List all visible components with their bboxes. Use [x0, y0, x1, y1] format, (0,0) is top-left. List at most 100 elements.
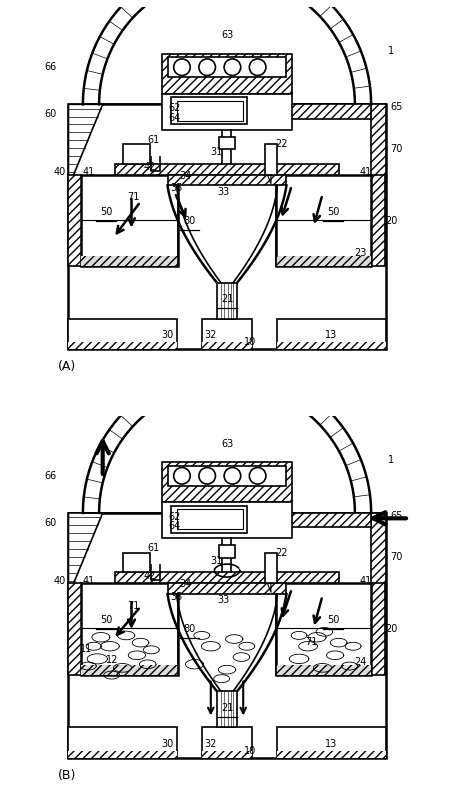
Text: 31: 31 — [210, 147, 222, 157]
Text: 41: 41 — [82, 167, 94, 176]
Bar — [162, 55, 292, 95]
Text: 1: 1 — [388, 47, 394, 56]
Text: 21: 21 — [221, 702, 233, 712]
Bar — [217, 283, 237, 319]
Bar — [177, 102, 243, 121]
Text: 30: 30 — [162, 738, 174, 748]
Bar — [81, 584, 178, 675]
Text: 34: 34 — [179, 170, 192, 180]
Bar — [171, 98, 247, 125]
Bar — [123, 553, 149, 573]
Text: 22: 22 — [275, 547, 287, 557]
Polygon shape — [69, 513, 103, 596]
Text: 61: 61 — [147, 135, 159, 144]
Bar — [371, 513, 385, 596]
Circle shape — [224, 468, 241, 484]
Bar — [81, 665, 178, 675]
Circle shape — [174, 60, 190, 76]
Text: 35: 35 — [170, 591, 183, 601]
Bar — [219, 545, 235, 558]
Text: 60: 60 — [44, 517, 57, 527]
Text: 42: 42 — [143, 162, 156, 172]
Bar — [259, 513, 371, 528]
Text: 61: 61 — [147, 542, 159, 553]
Text: 13: 13 — [326, 330, 338, 340]
Text: 22: 22 — [275, 139, 287, 149]
Bar — [276, 176, 371, 267]
Bar — [202, 727, 252, 758]
Text: 20: 20 — [385, 216, 397, 225]
Text: 30: 30 — [162, 330, 174, 340]
Circle shape — [199, 468, 216, 484]
Bar — [69, 105, 385, 350]
Bar — [277, 342, 385, 350]
Circle shape — [249, 60, 266, 76]
Text: 60: 60 — [44, 109, 57, 119]
Text: 62: 62 — [168, 511, 181, 521]
Text: 10: 10 — [244, 337, 257, 347]
Bar — [277, 727, 385, 758]
Bar — [202, 342, 252, 350]
Text: 21: 21 — [221, 294, 233, 304]
Text: 63: 63 — [221, 30, 233, 40]
Bar — [217, 691, 237, 727]
Text: 10: 10 — [244, 745, 257, 755]
Text: 70: 70 — [390, 552, 403, 561]
Text: 11: 11 — [80, 643, 93, 653]
Text: 23: 23 — [354, 248, 366, 257]
Text: 32: 32 — [205, 738, 217, 748]
Bar — [69, 727, 177, 758]
Bar — [277, 751, 385, 758]
Text: 70: 70 — [390, 144, 403, 153]
Bar — [276, 584, 371, 675]
Text: 41: 41 — [360, 167, 372, 176]
Bar — [276, 257, 371, 267]
Text: 71: 71 — [127, 192, 139, 202]
Text: 50: 50 — [327, 614, 340, 625]
Bar — [168, 59, 286, 78]
Text: 50: 50 — [327, 206, 340, 217]
Text: 40: 40 — [53, 167, 65, 176]
Text: 33: 33 — [217, 187, 230, 196]
Bar — [69, 319, 177, 350]
Bar — [115, 164, 339, 176]
Text: 32: 32 — [205, 330, 217, 340]
Bar — [277, 319, 385, 350]
Text: 62: 62 — [168, 103, 181, 113]
Bar — [81, 176, 178, 267]
Text: 13: 13 — [326, 738, 338, 748]
Text: 41: 41 — [82, 575, 94, 585]
Circle shape — [224, 60, 241, 76]
Text: 41: 41 — [360, 575, 372, 585]
Bar — [162, 463, 292, 503]
Bar — [265, 145, 277, 176]
Text: 42: 42 — [143, 570, 156, 580]
Bar — [265, 553, 277, 584]
Text: 65: 65 — [390, 102, 403, 112]
Bar — [115, 573, 339, 584]
Bar — [162, 95, 292, 131]
Bar — [81, 257, 178, 267]
Text: 31: 31 — [210, 555, 222, 565]
Text: 24: 24 — [354, 656, 366, 666]
Text: 40: 40 — [53, 575, 65, 585]
Bar — [259, 105, 371, 119]
Text: 1: 1 — [388, 454, 394, 464]
Polygon shape — [69, 105, 103, 188]
Text: 64: 64 — [168, 520, 181, 530]
Text: 80: 80 — [183, 623, 195, 634]
Text: 35: 35 — [170, 183, 183, 193]
Bar — [69, 584, 82, 675]
Bar — [69, 342, 177, 350]
Text: 20: 20 — [385, 623, 397, 634]
Bar — [168, 467, 286, 486]
Bar — [276, 665, 371, 675]
Text: 65: 65 — [390, 510, 403, 520]
Text: 66: 66 — [44, 471, 57, 480]
Bar — [202, 751, 252, 758]
Text: 63: 63 — [221, 438, 233, 448]
Text: 34: 34 — [179, 578, 192, 589]
Circle shape — [199, 60, 216, 76]
Text: 33: 33 — [217, 594, 230, 605]
Bar — [168, 584, 286, 594]
